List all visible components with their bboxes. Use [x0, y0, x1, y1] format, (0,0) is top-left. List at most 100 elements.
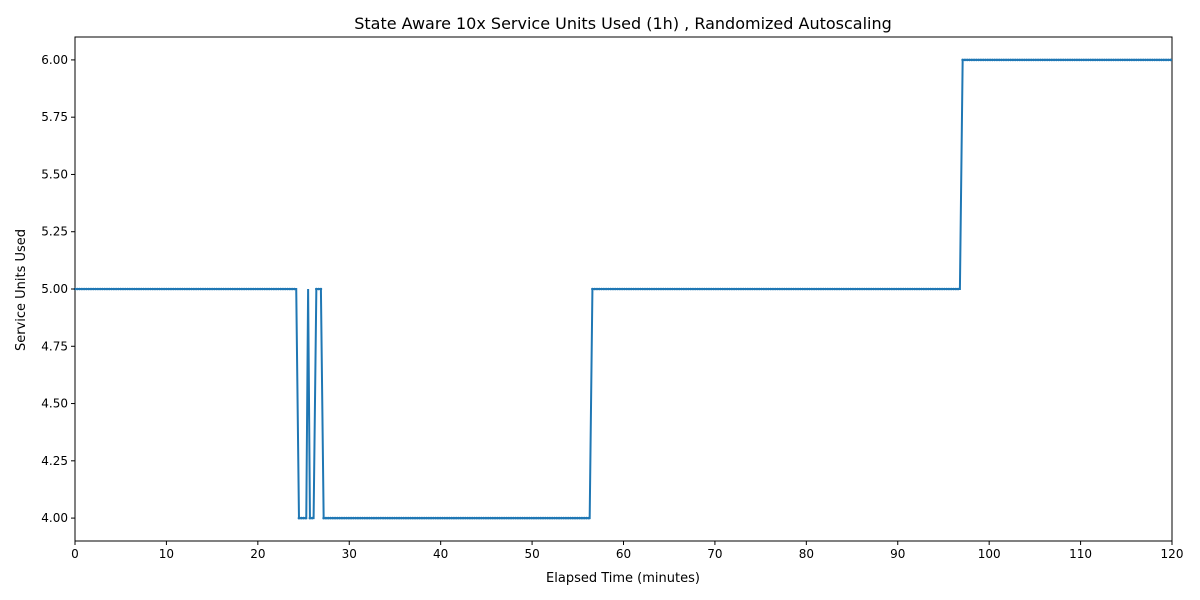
- data-point: [169, 287, 173, 291]
- data-point: [397, 516, 401, 520]
- data-point: [723, 287, 727, 291]
- data-point: [1052, 58, 1056, 62]
- data-point: [728, 287, 731, 291]
- data-point: [1064, 58, 1067, 62]
- data-point: [233, 287, 237, 291]
- data-point: [922, 287, 926, 291]
- data-point: [509, 516, 513, 520]
- data-point: [249, 287, 253, 291]
- data-point: [372, 516, 376, 520]
- data-point: [1025, 58, 1028, 62]
- data-point: [365, 516, 369, 520]
- data-point: [518, 516, 522, 520]
- data-point: [972, 58, 976, 62]
- data-point: [267, 287, 271, 291]
- data-point: [632, 287, 635, 291]
- y-tick-label: 4.25: [41, 454, 68, 468]
- data-point: [1141, 58, 1145, 62]
- data-point: [984, 58, 987, 62]
- data-point: [792, 287, 795, 291]
- data-point: [815, 287, 818, 291]
- data-point: [652, 287, 656, 291]
- data-point: [142, 287, 145, 291]
- data-point: [571, 516, 575, 520]
- data-point: [613, 287, 617, 291]
- data-point: [913, 287, 916, 291]
- data-point: [968, 58, 971, 62]
- data-point: [867, 287, 871, 291]
- series-layer: [73, 58, 1172, 520]
- data-point: [582, 516, 586, 520]
- data-point: [406, 516, 410, 520]
- data-point: [429, 516, 433, 520]
- data-point: [906, 287, 910, 291]
- data-point: [1027, 58, 1031, 62]
- data-point: [1151, 58, 1154, 62]
- data-point: [755, 287, 759, 291]
- data-point: [1068, 58, 1072, 62]
- data-point: [231, 287, 234, 291]
- data-point: [671, 287, 674, 291]
- data-point: [1167, 58, 1170, 62]
- x-tick-label: 10: [159, 547, 174, 561]
- data-point: [1148, 58, 1152, 62]
- data-point: [721, 287, 724, 291]
- data-point: [1125, 58, 1129, 62]
- y-tick-label: 5.75: [41, 110, 68, 124]
- data-point: [133, 287, 136, 291]
- data-point: [174, 287, 177, 291]
- data-point: [358, 516, 362, 520]
- data-point: [1011, 58, 1015, 62]
- data-point: [796, 287, 800, 291]
- data-point: [675, 287, 679, 291]
- data-point: [927, 287, 930, 291]
- data-point: [562, 516, 565, 520]
- y-tick-label: 4.50: [41, 397, 68, 411]
- data-point: [655, 287, 658, 291]
- data-point: [840, 287, 843, 291]
- data-point: [1075, 58, 1079, 62]
- data-point: [393, 516, 396, 520]
- data-point: [121, 287, 125, 291]
- data-point: [507, 516, 511, 520]
- data-point: [135, 287, 139, 291]
- data-point: [739, 287, 743, 291]
- data-point: [1036, 58, 1040, 62]
- data-point: [911, 287, 914, 291]
- data-point: [602, 287, 606, 291]
- x-tick-label: 50: [524, 547, 539, 561]
- data-point: [949, 287, 953, 291]
- data-point: [254, 287, 257, 291]
- data-point: [831, 287, 834, 291]
- data-point: [374, 516, 378, 520]
- data-point: [454, 516, 458, 520]
- data-point: [952, 287, 955, 291]
- data-point: [664, 287, 667, 291]
- data-point: [817, 287, 820, 291]
- data-point: [1082, 58, 1086, 62]
- x-tick-label: 120: [1161, 547, 1184, 561]
- data-point: [94, 287, 97, 291]
- data-point: [847, 287, 850, 291]
- data-point: [856, 287, 859, 291]
- data-point: [333, 516, 337, 520]
- data-point: [525, 516, 529, 520]
- data-point: [91, 287, 95, 291]
- data-point: [256, 287, 260, 291]
- data-point: [636, 287, 640, 291]
- data-point: [404, 516, 408, 520]
- data-point: [1084, 58, 1088, 62]
- data-point: [496, 516, 499, 520]
- data-point: [769, 287, 772, 291]
- data-point: [1116, 58, 1120, 62]
- data-point: [1007, 58, 1010, 62]
- data-point: [448, 516, 451, 520]
- data-point: [297, 516, 301, 520]
- x-tick-label: 60: [616, 547, 631, 561]
- data-point: [197, 287, 200, 291]
- data-point: [940, 287, 944, 291]
- data-point: [505, 516, 508, 520]
- data-point: [329, 516, 332, 520]
- data-point: [299, 516, 303, 520]
- data-point: [1029, 58, 1033, 62]
